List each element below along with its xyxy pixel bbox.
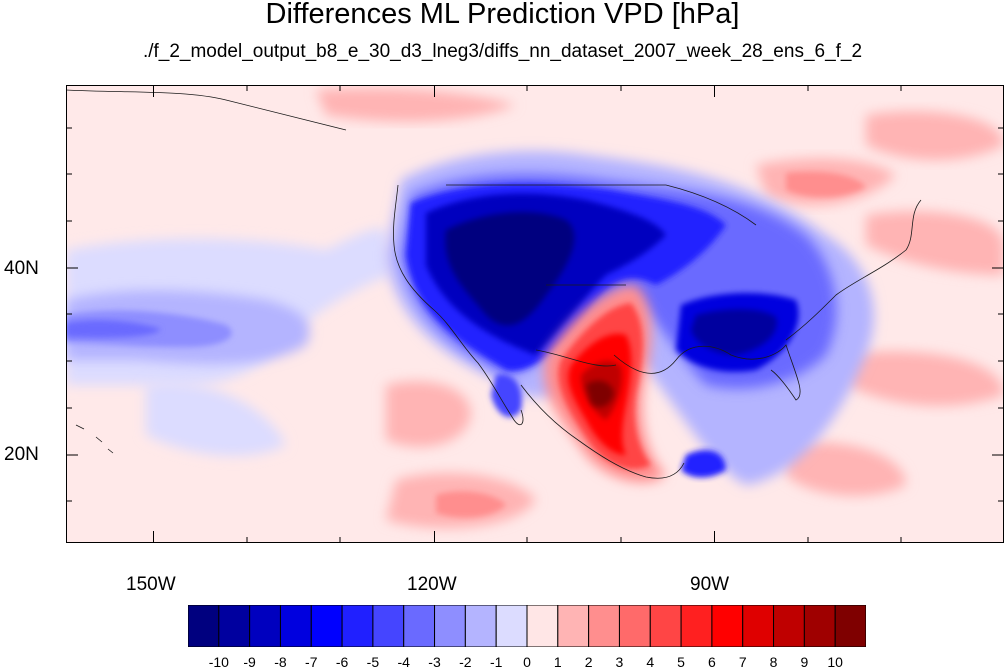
colorbar-tick-label: 2 <box>584 654 593 670</box>
colorbar-swatch <box>495 605 528 647</box>
colorbar-tick-label: 6 <box>708 654 716 670</box>
colorbar-swatch <box>773 605 805 647</box>
colorbar-swatch <box>803 605 836 647</box>
colorbar-swatch <box>188 605 220 647</box>
colorbar <box>188 605 866 647</box>
colorbar-tick-label: 9 <box>800 654 809 670</box>
colorbar-swatch <box>341 605 374 647</box>
colorbar-swatch <box>588 605 620 647</box>
plot-title: Differences ML Prediction VPD [hPa] <box>265 0 740 30</box>
colorbar-tick-label: -1 <box>489 654 503 670</box>
coastlines <box>66 89 922 479</box>
colorbar-tick-label: -6 <box>335 654 349 670</box>
lat-label-40n: 40N <box>4 258 39 279</box>
colorbar-swatch <box>279 605 312 647</box>
colorbar-tick-label: -8 <box>274 654 287 670</box>
colorbar-tick-label: 10 <box>827 654 843 670</box>
colorbar-tick-label: 3 <box>615 654 624 670</box>
colorbar-tick-label: -4 <box>397 654 410 670</box>
colorbar-tick-label: 5 <box>677 654 685 670</box>
mexico-positive-region <box>544 285 666 483</box>
lon-label-150w: 150W <box>126 574 176 595</box>
colorbar-swatch <box>310 605 343 647</box>
lat-label-20n: 20N <box>4 444 39 465</box>
lon-label-120w: 120W <box>407 574 457 595</box>
colorbar-tick-label: 1 <box>553 654 562 670</box>
colorbar-swatch <box>249 605 281 647</box>
pacific-positive-blob <box>386 381 471 447</box>
colorbar-swatch <box>557 605 590 647</box>
colorbar-tick-label: -3 <box>428 654 441 670</box>
colorbar-swatch <box>464 605 497 647</box>
colorbar-tick-label: 8 <box>769 654 778 670</box>
colorbar-swatch <box>680 605 713 647</box>
colorbar-swatch <box>742 605 775 647</box>
pacific-negative-band <box>66 228 391 387</box>
colorbar-swatch <box>372 605 405 647</box>
lat-ticks <box>66 127 1004 502</box>
colorbar-swatch <box>218 605 251 647</box>
colorbar-swatch <box>711 605 744 647</box>
lon-ticks <box>153 85 902 543</box>
plot-subtitle: ./f_2_model_output_b8_e_30_d3_lneg3/diff… <box>142 41 863 62</box>
colorbar-swatch <box>526 605 559 647</box>
colorbar-swatch <box>834 605 866 647</box>
colorbar-tick-label: -9 <box>243 654 256 670</box>
colorbar-tick-label: 7 <box>738 654 747 670</box>
colorbar-tick-label: 4 <box>646 654 655 670</box>
colorbar-tick-label: -7 <box>305 654 318 670</box>
difference-map <box>66 85 1004 543</box>
colorbar-swatch <box>434 605 466 647</box>
colorbar-swatch <box>403 605 436 647</box>
colorbar-tick-label: 0 <box>523 654 531 670</box>
colorbar-swatch <box>649 605 682 647</box>
colorbar-tick-label: -5 <box>366 654 380 670</box>
lon-label-90w: 90W <box>690 574 730 595</box>
colorbar-tick-label: -2 <box>459 654 472 670</box>
colorbar-swatch <box>618 605 651 647</box>
colorbar-tick-label: -10 <box>208 654 229 670</box>
